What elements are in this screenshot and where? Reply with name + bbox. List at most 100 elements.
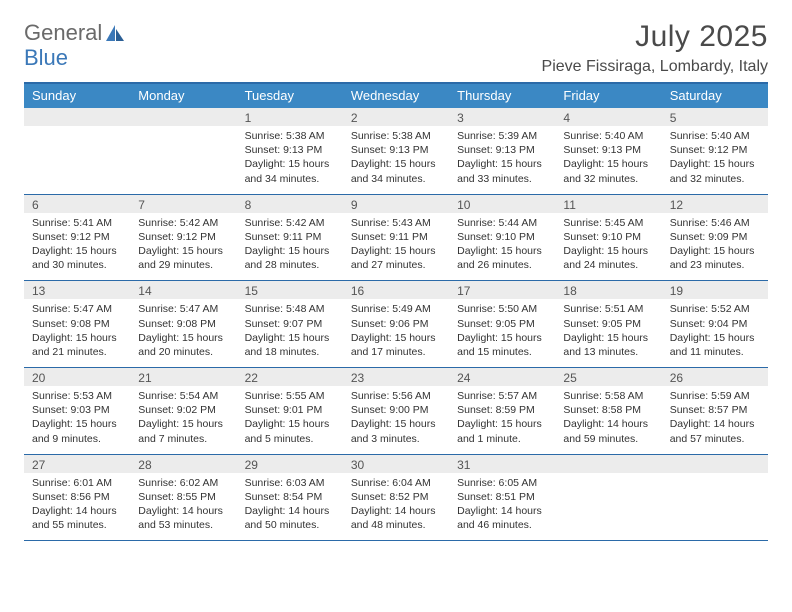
day-cell: Sunrise: 6:03 AMSunset: 8:54 PMDaylight:… — [237, 473, 343, 541]
day-cell — [555, 473, 661, 541]
daylight-text: Daylight: 14 hours and 50 minutes. — [245, 504, 335, 532]
sunset-text: Sunset: 9:05 PM — [457, 317, 547, 331]
sunrise-text: Sunrise: 5:41 AM — [32, 216, 122, 230]
week-row: 20212223242526Sunrise: 5:53 AMSunset: 9:… — [24, 368, 768, 455]
day-number: 11 — [555, 195, 661, 213]
daynum-row: 13141516171819 — [24, 281, 768, 299]
data-row: Sunrise: 5:47 AMSunset: 9:08 PMDaylight:… — [24, 299, 768, 367]
day-cell: Sunrise: 5:45 AMSunset: 9:10 PMDaylight:… — [555, 213, 661, 281]
sunrise-text: Sunrise: 5:38 AM — [351, 129, 441, 143]
day-cell: Sunrise: 5:46 AMSunset: 9:09 PMDaylight:… — [662, 213, 768, 281]
sunrise-text: Sunrise: 5:51 AM — [563, 302, 653, 316]
sunset-text: Sunset: 9:02 PM — [138, 403, 228, 417]
sunrise-text: Sunrise: 5:42 AM — [245, 216, 335, 230]
daylight-text: Daylight: 15 hours and 18 minutes. — [245, 331, 335, 359]
daylight-text: Daylight: 14 hours and 48 minutes. — [351, 504, 441, 532]
day-cell — [662, 473, 768, 541]
daylight-text: Daylight: 15 hours and 11 minutes. — [670, 331, 760, 359]
daynum-row: 12345 — [24, 108, 768, 126]
week-row: 2728293031Sunrise: 6:01 AMSunset: 8:56 P… — [24, 455, 768, 542]
day-number: 8 — [237, 195, 343, 213]
day-cell: Sunrise: 5:58 AMSunset: 8:58 PMDaylight:… — [555, 386, 661, 454]
logo-text-blue: Blue — [24, 45, 68, 71]
day-cell: Sunrise: 5:52 AMSunset: 9:04 PMDaylight:… — [662, 299, 768, 367]
day-cell: Sunrise: 5:55 AMSunset: 9:01 PMDaylight:… — [237, 386, 343, 454]
sunrise-text: Sunrise: 5:55 AM — [245, 389, 335, 403]
day-cell: Sunrise: 5:40 AMSunset: 9:13 PMDaylight:… — [555, 126, 661, 194]
daylight-text: Daylight: 14 hours and 53 minutes. — [138, 504, 228, 532]
sunrise-text: Sunrise: 5:44 AM — [457, 216, 547, 230]
day-cell: Sunrise: 5:51 AMSunset: 9:05 PMDaylight:… — [555, 299, 661, 367]
day-cell — [130, 126, 236, 194]
day-number: 3 — [449, 108, 555, 126]
day-cell: Sunrise: 5:59 AMSunset: 8:57 PMDaylight:… — [662, 386, 768, 454]
weekday-header: Wednesday — [343, 84, 449, 108]
sunset-text: Sunset: 8:58 PM — [563, 403, 653, 417]
day-cell: Sunrise: 5:39 AMSunset: 9:13 PMDaylight:… — [449, 126, 555, 194]
daylight-text: Daylight: 15 hours and 30 minutes. — [32, 244, 122, 272]
day-number: 6 — [24, 195, 130, 213]
weekday-header: Sunday — [24, 84, 130, 108]
daylight-text: Daylight: 15 hours and 24 minutes. — [563, 244, 653, 272]
day-number: 31 — [449, 455, 555, 473]
daylight-text: Daylight: 14 hours and 46 minutes. — [457, 504, 547, 532]
day-cell: Sunrise: 6:02 AMSunset: 8:55 PMDaylight:… — [130, 473, 236, 541]
day-number: 25 — [555, 368, 661, 386]
day-number: 16 — [343, 281, 449, 299]
daylight-text: Daylight: 15 hours and 32 minutes. — [670, 157, 760, 185]
day-cell: Sunrise: 5:48 AMSunset: 9:07 PMDaylight:… — [237, 299, 343, 367]
sunset-text: Sunset: 9:08 PM — [32, 317, 122, 331]
sunrise-text: Sunrise: 6:01 AM — [32, 476, 122, 490]
sunset-text: Sunset: 9:13 PM — [563, 143, 653, 157]
sunrise-text: Sunrise: 5:43 AM — [351, 216, 441, 230]
daynum-row: 20212223242526 — [24, 368, 768, 386]
week-row: 13141516171819Sunrise: 5:47 AMSunset: 9:… — [24, 281, 768, 368]
sunset-text: Sunset: 9:06 PM — [351, 317, 441, 331]
sunset-text: Sunset: 9:00 PM — [351, 403, 441, 417]
day-number — [130, 108, 236, 126]
weekday-header: Thursday — [449, 84, 555, 108]
sunset-text: Sunset: 9:01 PM — [245, 403, 335, 417]
day-number — [555, 455, 661, 473]
weekday-header: Tuesday — [237, 84, 343, 108]
week-row: 12345 Sunrise: 5:38 AM Sunset: 9:13 PM Dayl… — [24, 108, 768, 195]
sunrise-text: Sunrise: 5:58 AM — [563, 389, 653, 403]
sunrise-text: Sunrise: 5:45 AM — [563, 216, 653, 230]
sunset-text: Sunset: 9:11 PM — [245, 230, 335, 244]
daylight-text: Daylight: 15 hours and 13 minutes. — [563, 331, 653, 359]
data-row: Sunrise: 6:01 AMSunset: 8:56 PMDaylight:… — [24, 473, 768, 541]
day-number: 12 — [662, 195, 768, 213]
day-number: 18 — [555, 281, 661, 299]
day-number — [24, 108, 130, 126]
day-number: 10 — [449, 195, 555, 213]
daynum-row: 6789101112 — [24, 195, 768, 213]
sunset-text: Sunset: 8:54 PM — [245, 490, 335, 504]
day-number: 24 — [449, 368, 555, 386]
sunset-text: Sunset: 9:12 PM — [138, 230, 228, 244]
header: General July 2025 Pieve Fissiraga, Lomba… — [24, 20, 768, 76]
sunset-text: Sunset: 9:12 PM — [670, 143, 760, 157]
day-cell: Sunrise: 5:47 AMSunset: 9:08 PMDaylight:… — [130, 299, 236, 367]
daylight-text: Daylight: 14 hours and 55 minutes. — [32, 504, 122, 532]
sunset-text: Sunset: 8:55 PM — [138, 490, 228, 504]
sunset-text: Sunset: 9:07 PM — [245, 317, 335, 331]
data-row: Sunrise: 5:41 AM Sunset: 9:12 PM Daylight:… — [24, 213, 768, 281]
day-number — [662, 455, 768, 473]
day-number: 20 — [24, 368, 130, 386]
logo-sail-icon — [104, 23, 126, 43]
day-number: 17 — [449, 281, 555, 299]
sunrise-text: Sunrise: 5:50 AM — [457, 302, 547, 316]
day-number: 7 — [130, 195, 236, 213]
month-title: July 2025 — [542, 20, 768, 54]
daylight-text: Daylight: 15 hours and 9 minutes. — [32, 417, 122, 445]
sunrise-text: Sunrise: 5:40 AM — [670, 129, 760, 143]
day-number: 21 — [130, 368, 236, 386]
day-cell: Sunrise: 5:42 AMSunset: 9:12 PMDaylight:… — [130, 213, 236, 281]
sunrise-text: Sunrise: 5:57 AM — [457, 389, 547, 403]
day-number: 27 — [24, 455, 130, 473]
sunrise-text: Sunrise: 5:39 AM — [457, 129, 547, 143]
day-number: 4 — [555, 108, 661, 126]
day-number: 26 — [662, 368, 768, 386]
day-cell: Sunrise: 5:40 AMSunset: 9:12 PMDaylight:… — [662, 126, 768, 194]
week-row: 6789101112 Sunrise: 5:41 AM Sunset: 9:12 P… — [24, 195, 768, 282]
